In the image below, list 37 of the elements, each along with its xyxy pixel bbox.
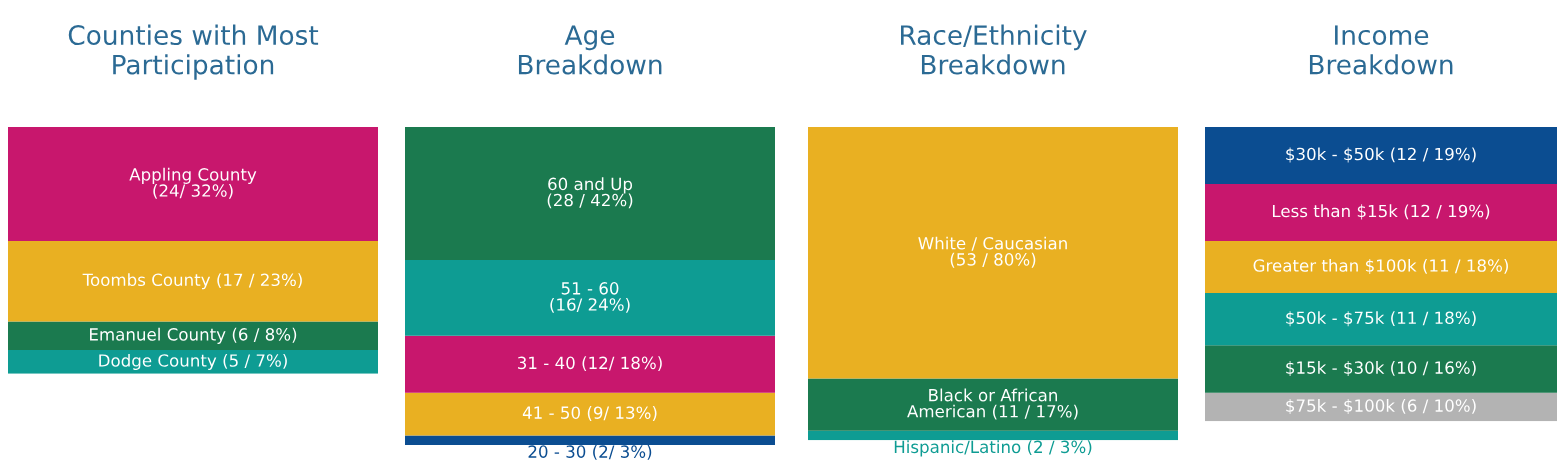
data-label: Dodge County (5 / 7%) <box>99 353 287 371</box>
data-label: Toombs County (17 / 23%) <box>82 273 302 290</box>
data-label: Emanuel County (6 / 8%) <box>90 327 297 344</box>
chart-title: Income Breakdown <box>1309 25 1453 75</box>
data-label: 41 - 50 (9/ 13%) <box>522 406 657 421</box>
bar <box>405 259 775 336</box>
data-label: Hispanic/Latino (2 / 3%) <box>894 440 1092 457</box>
data-label: Appling County (24/ 32%) <box>129 167 257 199</box>
bar <box>405 335 775 393</box>
data-label: 31 - 40 (12/ 18%) <box>518 356 662 372</box>
data-label: Black or African American (11 / 17%) <box>907 388 1078 420</box>
data-label: 20 - 30 (2/ 3%) <box>528 445 652 460</box>
data-label: $75k - $100k (6 / 10%) <box>1286 398 1476 415</box>
data-label: Less than $15k (12 / 19%) <box>1272 204 1490 220</box>
data-label: $50k - $75k (11 / 18%) <box>1286 311 1476 327</box>
bar <box>405 392 775 436</box>
data-label: $15k - $30k (10 / 16%) <box>1286 360 1476 377</box>
data-label: Greater than $100k (11 / 18%) <box>1253 258 1508 275</box>
bar <box>1205 392 1557 422</box>
bar <box>8 240 378 322</box>
bar <box>405 435 775 445</box>
chart-title: Age Breakdown <box>518 25 662 75</box>
data-label: 51 - 60 (16/ 24%) <box>550 282 630 313</box>
bar <box>1205 183 1557 241</box>
bar <box>8 321 378 351</box>
bar <box>1205 293 1557 346</box>
bar <box>405 127 775 260</box>
bar <box>1205 345 1557 393</box>
bar <box>8 127 378 241</box>
chart-title: Counties with Most Participation <box>68 24 319 80</box>
bar <box>1205 127 1557 184</box>
bar <box>8 350 378 374</box>
data-label: $30k - $50k (12 / 19%) <box>1286 147 1476 163</box>
data-label: White / Caucasian (53 / 80%) <box>918 236 1067 268</box>
chart-title: Race/Ethnicity Breakdown <box>901 24 1087 75</box>
bar <box>1205 240 1557 294</box>
data-label: 60 and Up (28 / 42%) <box>547 177 633 209</box>
